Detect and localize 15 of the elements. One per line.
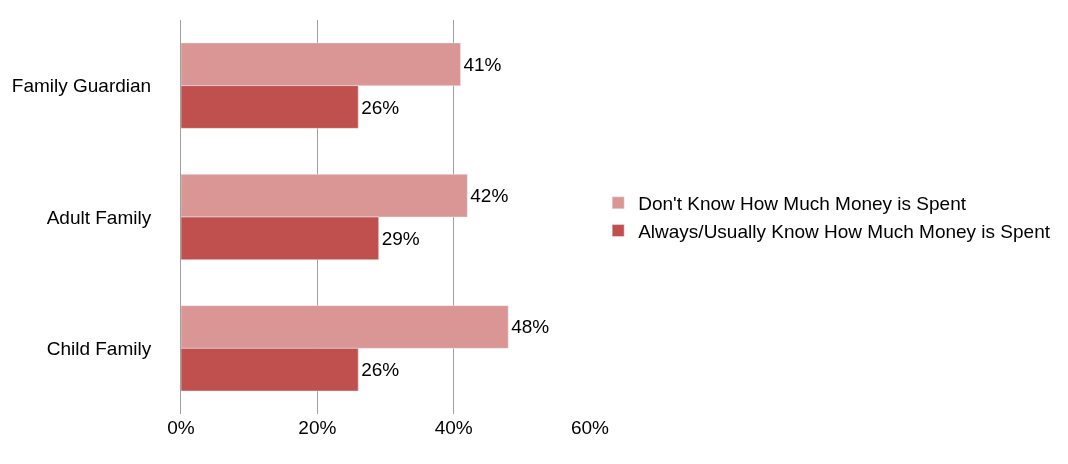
data-label: 42% [470,185,509,207]
y-tick-label: Adult Family [46,206,152,228]
data-label: 26% [361,96,400,118]
data-label: 48% [511,316,550,338]
legend-label: Always/Usually Know How Much Money is Spent [638,220,1051,242]
y-tick-label: Family Guardian [11,75,152,97]
data-label: 29% [381,227,420,249]
x-tick-label: 40% [434,417,473,438]
data-label: 41% [463,53,502,75]
x-tick-label: 60% [570,417,610,438]
legend-label: Don't Know How Much Money is Spent [638,193,967,215]
y-tick-label: Child Family [46,337,152,359]
x-tick-label: 0% [167,417,195,438]
data-label: 26% [361,359,400,381]
x-tick-label: 20% [298,417,337,438]
